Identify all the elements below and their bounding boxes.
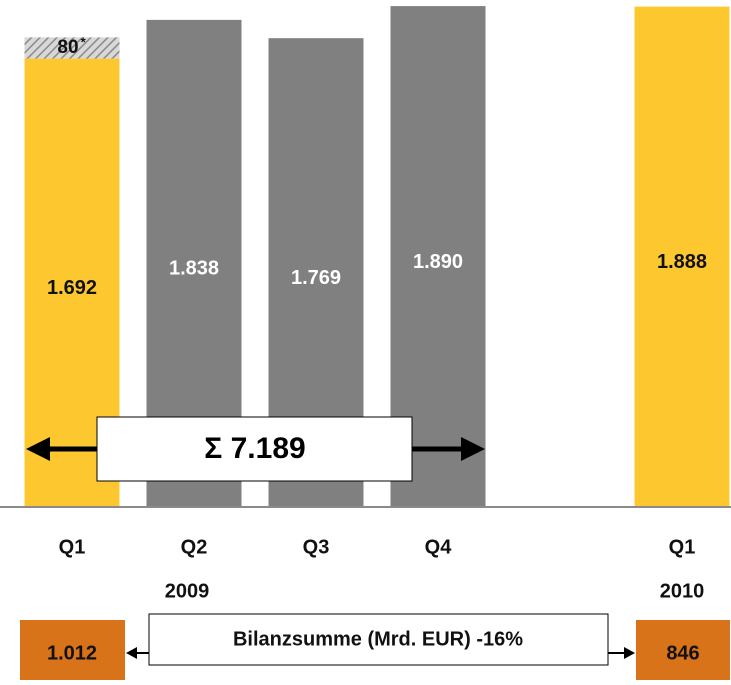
x-tick-label: Q2: [181, 536, 208, 558]
group-label: 2010: [660, 580, 705, 602]
balance-box: [636, 620, 730, 680]
footnote-mark: *: [81, 34, 87, 49]
sum-annotation: Σ 7.189: [204, 432, 305, 465]
x-tick-label: Q3: [303, 536, 330, 558]
value-label: 1.769: [291, 267, 341, 289]
value-label: 1.692: [47, 277, 97, 299]
value-label: 1.888: [657, 251, 707, 273]
balance-right: 846: [666, 642, 699, 664]
group-label: 2009: [165, 580, 210, 602]
value-label: 1.890: [413, 251, 463, 273]
balance-caption-box: [148, 613, 609, 666]
x-tick-label: Q4: [425, 536, 453, 558]
bar: [634, 6, 730, 507]
sum-arrow-head: [461, 437, 485, 461]
sum-box: [96, 416, 413, 482]
value-label: 80: [57, 37, 78, 58]
balance-arrow-head: [624, 647, 635, 659]
x-tick-label: Q1: [59, 536, 86, 558]
balance-left: 1.012: [47, 642, 97, 664]
x-tick-label: Q1: [669, 536, 696, 558]
balance-arrow-head: [126, 647, 137, 659]
value-label: 1.838: [169, 258, 219, 280]
bar: [24, 37, 120, 59]
sum-arrow-head: [26, 437, 50, 461]
balance-box: [20, 620, 125, 680]
balance-caption: Bilanzsumme (Mrd. EUR) -16%: [233, 628, 523, 650]
